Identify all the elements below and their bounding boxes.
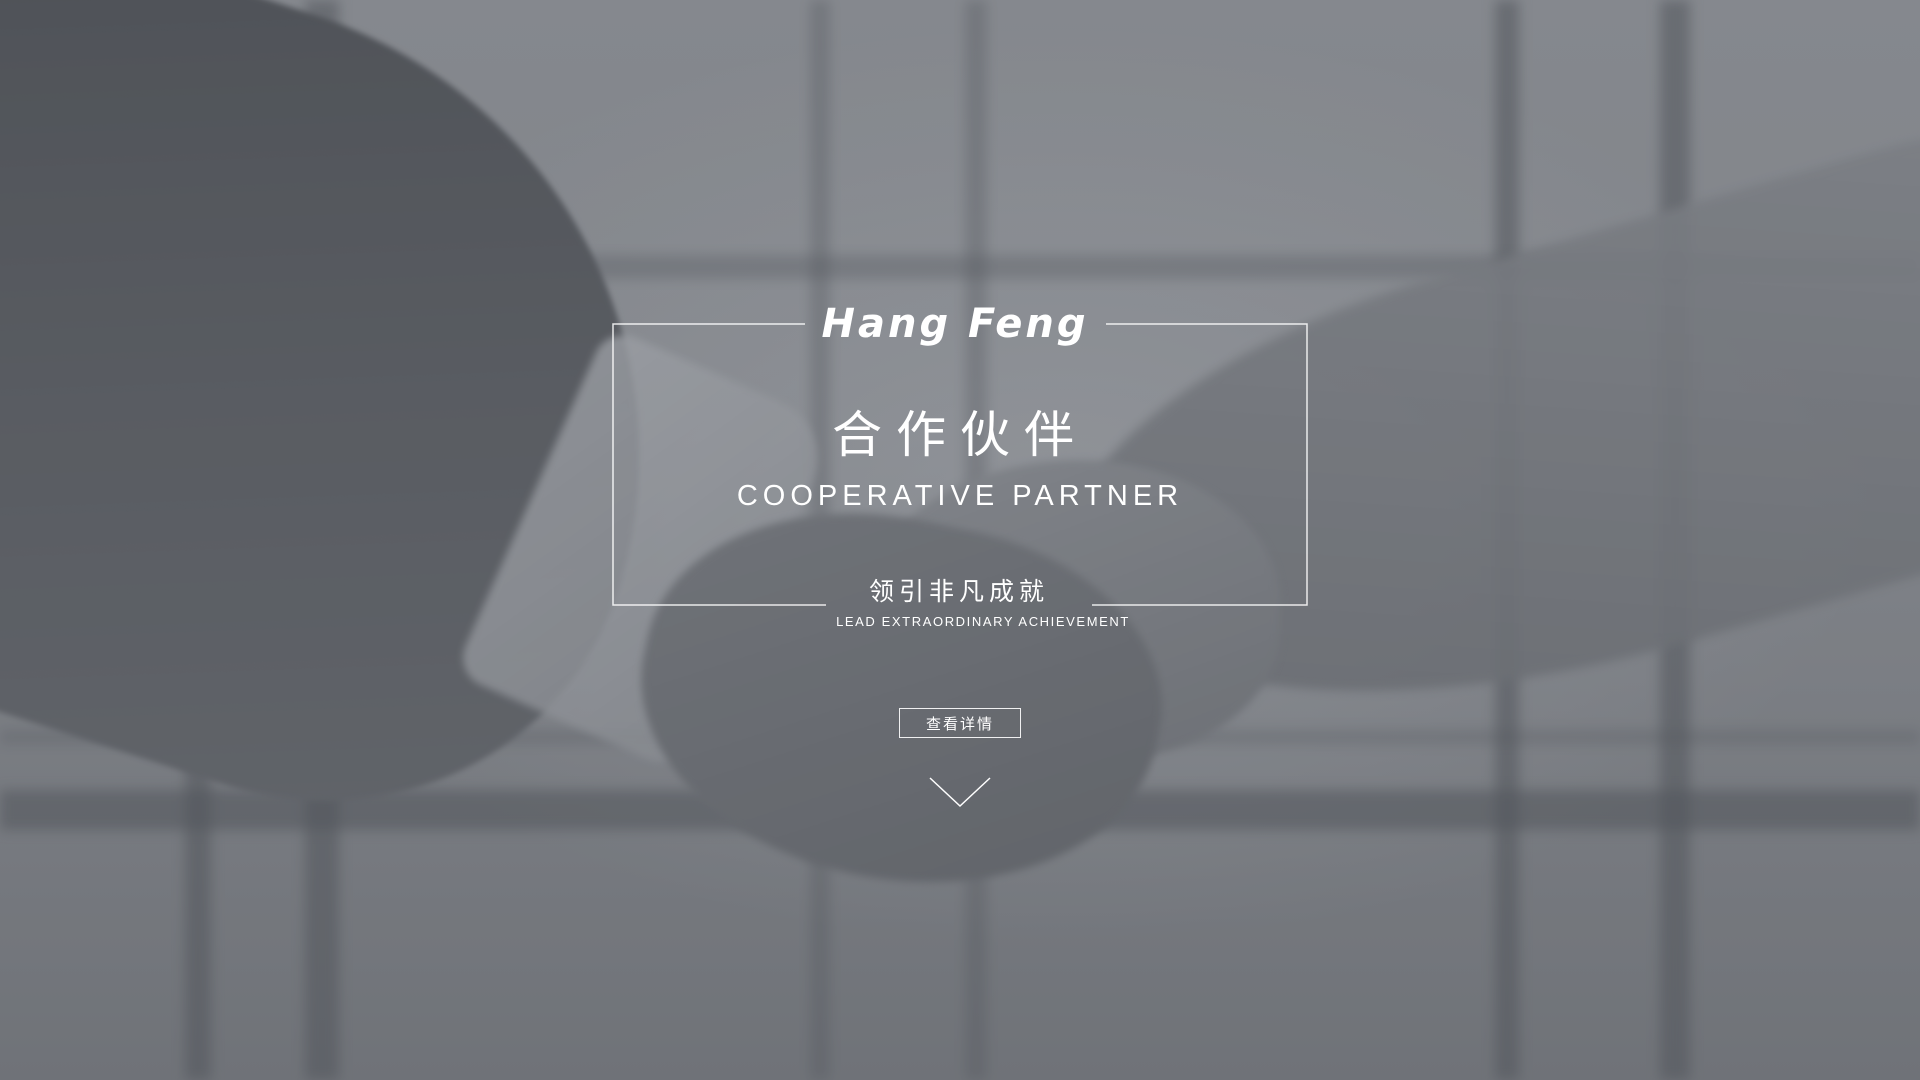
page-subtitle: COOPERATIVE PARTNER [613, 480, 1307, 513]
page-title: 合作伙伴 [613, 395, 1307, 467]
slogan: 领引非凡成就 [826, 572, 1092, 612]
view-details-button[interactable]: 查看详情 [899, 708, 1021, 738]
brand-logo: Hang Feng [805, 300, 1105, 348]
slogan-english: LEAD EXTRAORDINARY ACHIEVEMENT [780, 614, 1186, 629]
chevron-down-icon[interactable] [928, 776, 992, 810]
